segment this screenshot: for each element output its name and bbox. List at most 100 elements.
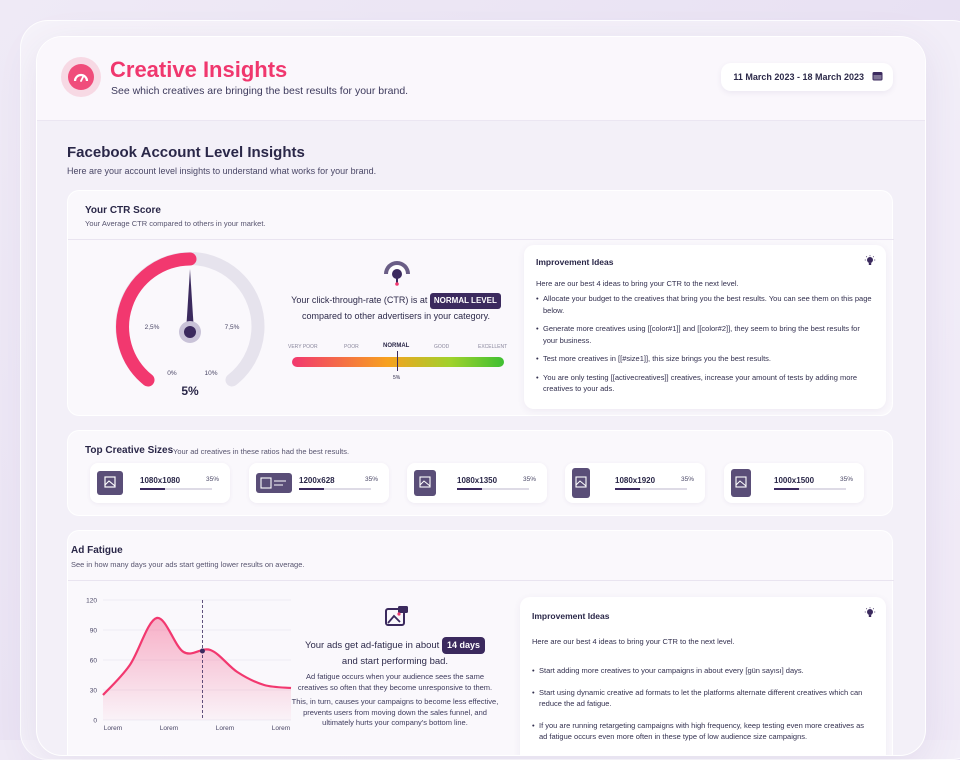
fatigue-improvement-ideas: Improvement Ideas Here are our best 4 id…	[520, 597, 886, 755]
fatigue-days-badge: 14 days	[441, 637, 485, 654]
speedometer-icon	[384, 261, 410, 286]
sizes-card-title: Top Creative Sizes	[85, 445, 174, 456]
gauge-tick-label: 2,5%	[145, 324, 160, 331]
size-card[interactable]: 1080x1920 35%	[565, 463, 705, 503]
size-progress-fill	[299, 488, 325, 490]
chart-area-fill	[103, 617, 291, 720]
idea-item: Test more creatives in [[#size1]], this …	[536, 353, 874, 365]
idea-item: Start using dynamic creative ad formats …	[532, 687, 874, 710]
scale-label-poor: POOR	[344, 344, 359, 350]
size-name: 1080x1920	[615, 476, 656, 485]
size-progress-fill	[140, 488, 166, 490]
size-name: 1080x1350	[457, 476, 498, 485]
size-progress-fill	[615, 488, 641, 490]
gauge-tick-label: 10%	[204, 370, 217, 377]
chart-series-line	[102, 616, 292, 696]
sizes-card-subtitle: Your ad creatives in these ratios had th…	[173, 447, 350, 456]
size-card[interactable]: 1080x1350 35%	[407, 463, 547, 503]
ctr-card-subtitle: Your Average CTR compared to others in y…	[85, 219, 266, 228]
fatigue-sentence-post: and start performing bad.	[341, 656, 449, 667]
fatigue-summary: Your ads get ad-fatigue in about 14 days…	[285, 637, 505, 669]
dashboard-panel: Creative Insights See which creatives ar…	[36, 36, 926, 756]
scale-label-excellent: EXCELLENT	[478, 344, 508, 350]
size-name: 1080x1080	[140, 476, 181, 485]
logo-badge	[61, 57, 101, 97]
y-tick-label: 90	[90, 628, 98, 635]
size-progress	[457, 488, 529, 490]
story-image-icon	[572, 468, 590, 498]
landscape-image-icon	[256, 473, 292, 493]
tall-image-icon	[731, 469, 751, 497]
card-divider	[68, 239, 894, 240]
size-progress-fill	[774, 488, 800, 490]
y-tick-label: 120	[86, 598, 97, 605]
scale-label-very-poor: VERY POOR	[288, 344, 318, 350]
size-percent: 35%	[364, 476, 378, 483]
x-tick-label: Lorem	[216, 725, 234, 732]
ideas-intro: Here are our best 4 ideas to bring your …	[536, 279, 739, 288]
gauge-needle	[186, 269, 194, 332]
x-tick-label: Lorem	[104, 725, 122, 732]
size-percent: 35%	[522, 476, 536, 483]
scale-label-normal: NORMAL	[383, 343, 410, 349]
size-card[interactable]: 1080x1080 35%	[90, 463, 230, 503]
page-subtitle: See which creatives are bringing the bes…	[111, 85, 409, 97]
lightbulb-icon	[864, 255, 876, 265]
idea-item: If you are running retargeting campaigns…	[532, 720, 874, 743]
section-title: Facebook Account Level Insights	[67, 144, 305, 161]
size-progress	[774, 488, 846, 490]
ctr-gauge: 0% 2,5% 7,5% 10% 5%	[115, 252, 265, 398]
ctr-card-title: Your CTR Score	[85, 205, 161, 216]
size-progress-fill	[457, 488, 483, 490]
size-progress	[299, 488, 371, 490]
date-range-label: 11 March 2023 - 18 March 2023	[733, 72, 864, 82]
ideas-list: Start adding more creatives to your camp…	[532, 665, 874, 750]
fatigue-paragraph-2: This, in turn, causes your campaigns to …	[291, 697, 499, 727]
idea-item: You are only testing [[activecreatives]]…	[536, 372, 874, 395]
gauge-logo-icon	[68, 64, 94, 90]
ctr-score-card: Your CTR Score Your Average CTR compared…	[67, 190, 894, 416]
ideas-list: Allocate your budget to the creatives th…	[536, 293, 874, 402]
ctr-sentence-post: compared to other advertisers in your ca…	[302, 311, 490, 321]
ctr-sentence-pre: Your click-through-rate (CTR) is at	[291, 295, 428, 305]
date-range-picker[interactable]: 11 March 2023 - 18 March 2023	[721, 63, 893, 91]
y-tick-label: 0	[93, 718, 97, 725]
size-progress	[140, 488, 212, 490]
fatigue-card-title: Ad Fatigue	[71, 545, 123, 556]
ctr-level-text: Your click-through-rate (CTR) is at NORM…	[286, 293, 506, 323]
y-tick-label: 60	[90, 658, 98, 665]
size-percent: 35%	[205, 476, 219, 483]
ideas-title: Improvement Ideas	[536, 257, 614, 267]
ideas-intro: Here are our best 4 ideas to bring your …	[532, 637, 735, 646]
idea-item: Allocate your budget to the creatives th…	[536, 293, 874, 316]
gauge-tick-label: 7,5%	[225, 324, 240, 331]
page-header: Creative Insights See which creatives ar…	[37, 37, 925, 121]
idea-item: Generate more creatives using [[color#1]…	[536, 323, 874, 346]
fatigue-paragraph-1: Ad fatigue occurs when your audience see…	[297, 672, 493, 692]
image-icon	[385, 606, 408, 626]
ctr-scale-marker-label: 5%	[393, 375, 401, 381]
card-divider	[68, 580, 894, 581]
gauge-value: 5%	[181, 384, 199, 398]
section-subtitle: Here are your account level insights to …	[67, 166, 377, 176]
scale-label-good: GOOD	[434, 344, 450, 350]
gauge-tick-label: 0%	[167, 370, 177, 377]
calendar-icon	[872, 71, 883, 83]
page-title: Creative Insights	[110, 57, 288, 82]
size-card[interactable]: 1000x1500 35%	[724, 463, 864, 503]
size-percent: 35%	[680, 476, 694, 483]
ideas-title: Improvement Ideas	[532, 611, 610, 621]
ctr-scale-marker	[397, 351, 398, 371]
idea-item: Start adding more creatives to your camp…	[532, 665, 874, 677]
size-name: 1200x628	[299, 476, 335, 485]
fatigue-sentence-pre: Your ads get ad-fatigue in about	[304, 640, 440, 651]
ctr-level-badge: NORMAL LEVEL	[429, 293, 501, 309]
ctr-scale-bar	[292, 357, 504, 367]
ad-fatigue-chart: 0 30 60 90 120 Lorem Lorem Lorem Lorem	[86, 598, 292, 732]
y-tick-label: 30	[90, 688, 98, 695]
x-tick-label: Lorem	[160, 725, 178, 732]
size-progress	[615, 488, 687, 490]
size-card[interactable]: 1200x628 35%	[249, 463, 389, 503]
fatigue-card-subtitle: See in how many days your ads start gett…	[71, 560, 305, 569]
ctr-improvement-ideas: Improvement Ideas Here are our best 4 id…	[524, 245, 886, 409]
